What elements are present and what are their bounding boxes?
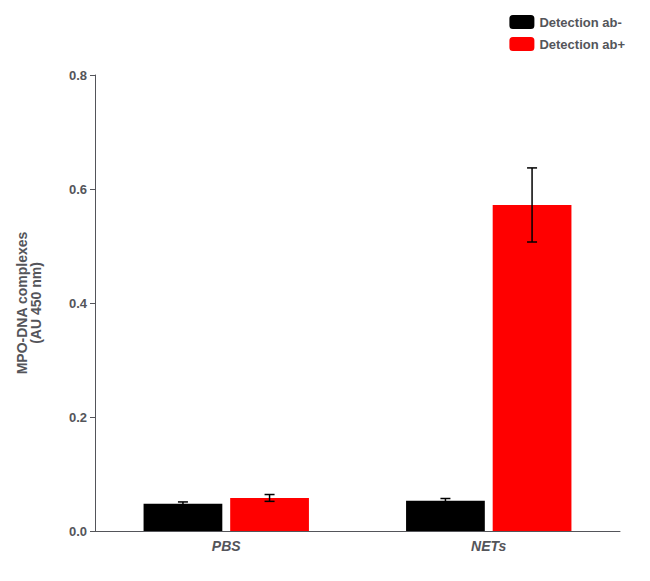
svg-text:NETs: NETs — [471, 538, 506, 554]
svg-text:0.6: 0.6 — [69, 182, 87, 197]
svg-text:Detection ab+: Detection ab+ — [539, 37, 625, 52]
svg-text:(AU 450 nm): (AU 450 nm) — [28, 262, 44, 344]
svg-text:PBS: PBS — [212, 538, 241, 554]
svg-text:0.2: 0.2 — [69, 410, 87, 425]
svg-text:MPO-DNA complexes: MPO-DNA complexes — [14, 231, 30, 375]
svg-text:Detection ab-: Detection ab- — [539, 15, 621, 30]
svg-text:0.4: 0.4 — [69, 296, 88, 311]
svg-text:0.8: 0.8 — [69, 68, 87, 83]
svg-text:0.0: 0.0 — [69, 524, 87, 539]
